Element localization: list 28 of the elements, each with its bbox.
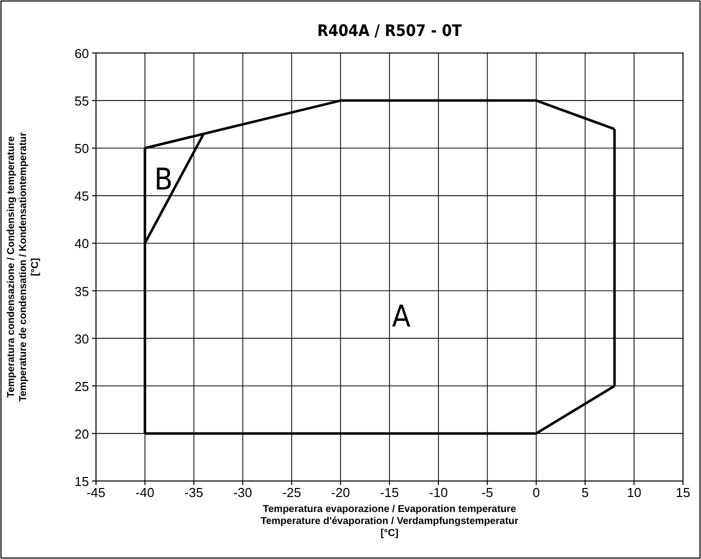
y-tick-label: 45 bbox=[74, 188, 89, 204]
chart-title: R404A / R507 - 0T bbox=[317, 21, 462, 40]
y-tick-label: 20 bbox=[74, 426, 89, 442]
x-tick-label: 15 bbox=[676, 485, 690, 500]
x-tick-label: -15 bbox=[380, 485, 399, 500]
y-tick-label: 15 bbox=[74, 474, 89, 489]
y-tick-label: 50 bbox=[74, 141, 89, 156]
x-tick-label: 10 bbox=[626, 485, 642, 500]
x-tick-label: -45 bbox=[86, 485, 106, 500]
y-tick-label: 25 bbox=[74, 378, 89, 394]
x-tick-label: -10 bbox=[429, 485, 448, 500]
x-tick-label: -35 bbox=[184, 485, 204, 500]
x-tick-label: -30 bbox=[233, 485, 252, 500]
y-tick-label: 60 bbox=[74, 46, 89, 61]
annotation: B bbox=[154, 162, 173, 198]
x-tick-label: -5 bbox=[482, 485, 494, 500]
x-tick-label: 5 bbox=[582, 485, 589, 500]
y-tick-label: 40 bbox=[74, 236, 89, 252]
y-tick-label: 30 bbox=[74, 331, 89, 346]
x-tick-label: 0 bbox=[532, 485, 540, 500]
annotation: A bbox=[392, 300, 412, 335]
x-axis-title: Temperatura evaporazione / Evaporation temperature Temperature d'évaporation / Verdampfungstemperatur [°C] bbox=[260, 504, 519, 539]
x-tick-label: -40 bbox=[136, 485, 154, 500]
x-tick-label: -25 bbox=[282, 485, 302, 500]
y-axis-title: Temperatura condensazione / Condensing temperature Temperature de condensation / Kondensationtemperatur [°C] bbox=[6, 132, 41, 402]
y-tick-label: 55 bbox=[74, 94, 89, 109]
x-tick-label: -20 bbox=[331, 485, 350, 500]
y-tick-label: 35 bbox=[74, 284, 89, 299]
